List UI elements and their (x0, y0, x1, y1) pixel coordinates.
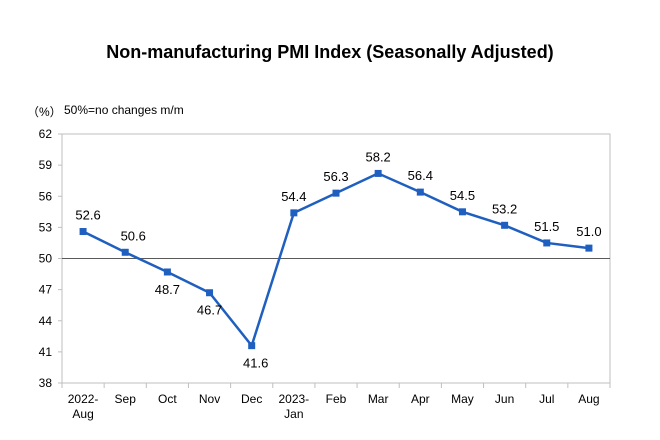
chart-title: Non-manufacturing PMI Index (Seasonally … (106, 42, 554, 62)
x-tick-label: Dec (241, 392, 262, 406)
data-point (458, 208, 466, 216)
y-tick-label: 62 (39, 127, 53, 141)
y-tick-label: 50 (39, 252, 53, 266)
x-tick-label-line: Mar (368, 392, 389, 406)
data-label: 56.4 (408, 168, 433, 183)
y-tick-label: 53 (39, 220, 53, 234)
x-tick-label-line: Oct (158, 392, 177, 406)
x-tick-label-line: Sep (115, 392, 137, 406)
x-tick-label: Oct (158, 392, 177, 406)
data-point (290, 209, 298, 217)
data-point (163, 268, 171, 276)
data-label: 53.2 (492, 201, 517, 216)
data-point (248, 342, 256, 350)
x-tick-label-line: Dec (241, 392, 262, 406)
x-tick-label: Mar (368, 392, 389, 406)
x-tick-label-line: Jul (539, 392, 554, 406)
chart-note: 50%=no changes m/m (64, 103, 184, 117)
data-label: 41.6 (243, 356, 268, 371)
x-tick-label-line: Aug (72, 407, 93, 421)
y-tick-label: 41 (39, 345, 53, 359)
y-tick-label: 44 (39, 314, 53, 328)
data-point (79, 228, 87, 236)
data-points (79, 169, 593, 350)
x-tick-label: Jul (539, 392, 554, 406)
x-tick-label-line: 2023- (278, 392, 309, 406)
data-point (121, 248, 129, 256)
y-tick-label: 47 (39, 283, 53, 297)
x-tick-label: Feb (326, 392, 347, 406)
data-point (416, 188, 424, 196)
data-label: 54.5 (450, 188, 475, 203)
x-tick-label: Jun (495, 392, 514, 406)
data-label: 56.3 (323, 169, 348, 184)
x-tick-label: Aug (578, 392, 599, 406)
x-tick-label-line: May (451, 392, 474, 406)
x-tick-label: 2022-Aug (68, 392, 99, 421)
x-tick-label-line: 2022- (68, 392, 99, 406)
data-point (374, 169, 382, 177)
y-tick-label: 59 (39, 158, 53, 172)
x-tick-label-line: Jun (495, 392, 514, 406)
data-label: 51.5 (534, 219, 559, 234)
y-unit-label: （%） (27, 105, 62, 119)
data-label: 58.2 (365, 149, 390, 164)
data-labels: 52.6 50.6 48.7 46.7 41.6 54.4 56.3 58.2 56.4 54.5… (75, 149, 601, 370)
data-label: 52.6 (75, 208, 100, 223)
x-tick-label: May (451, 392, 474, 406)
data-label: 46.7 (197, 303, 222, 318)
data-point (332, 189, 340, 197)
data-label: 54.4 (281, 189, 306, 204)
data-label: 50.6 (121, 228, 146, 243)
x-tick-label-line: Jan (284, 407, 303, 421)
data-point (501, 221, 509, 229)
x-tick-label: Apr (411, 392, 430, 406)
x-tick-label: Nov (199, 392, 220, 406)
x-tick-label: 2023-Jan (278, 392, 309, 421)
x-tick-label-line: Nov (199, 392, 220, 406)
data-label: 51.0 (576, 224, 601, 239)
x-tick-label-line: Feb (326, 392, 347, 406)
x-tick-label: Sep (115, 392, 137, 406)
data-label: 48.7 (155, 282, 180, 297)
y-tick-label: 56 (39, 189, 53, 203)
data-point (206, 289, 214, 297)
data-point (585, 244, 593, 252)
data-point (543, 239, 551, 247)
y-tick-label: 38 (39, 376, 53, 390)
y-axis: 38 41 44 47 50 53 56 59 62 (39, 127, 62, 390)
x-tick-label-line: Aug (578, 392, 599, 406)
x-tick-label-line: Apr (411, 392, 430, 406)
